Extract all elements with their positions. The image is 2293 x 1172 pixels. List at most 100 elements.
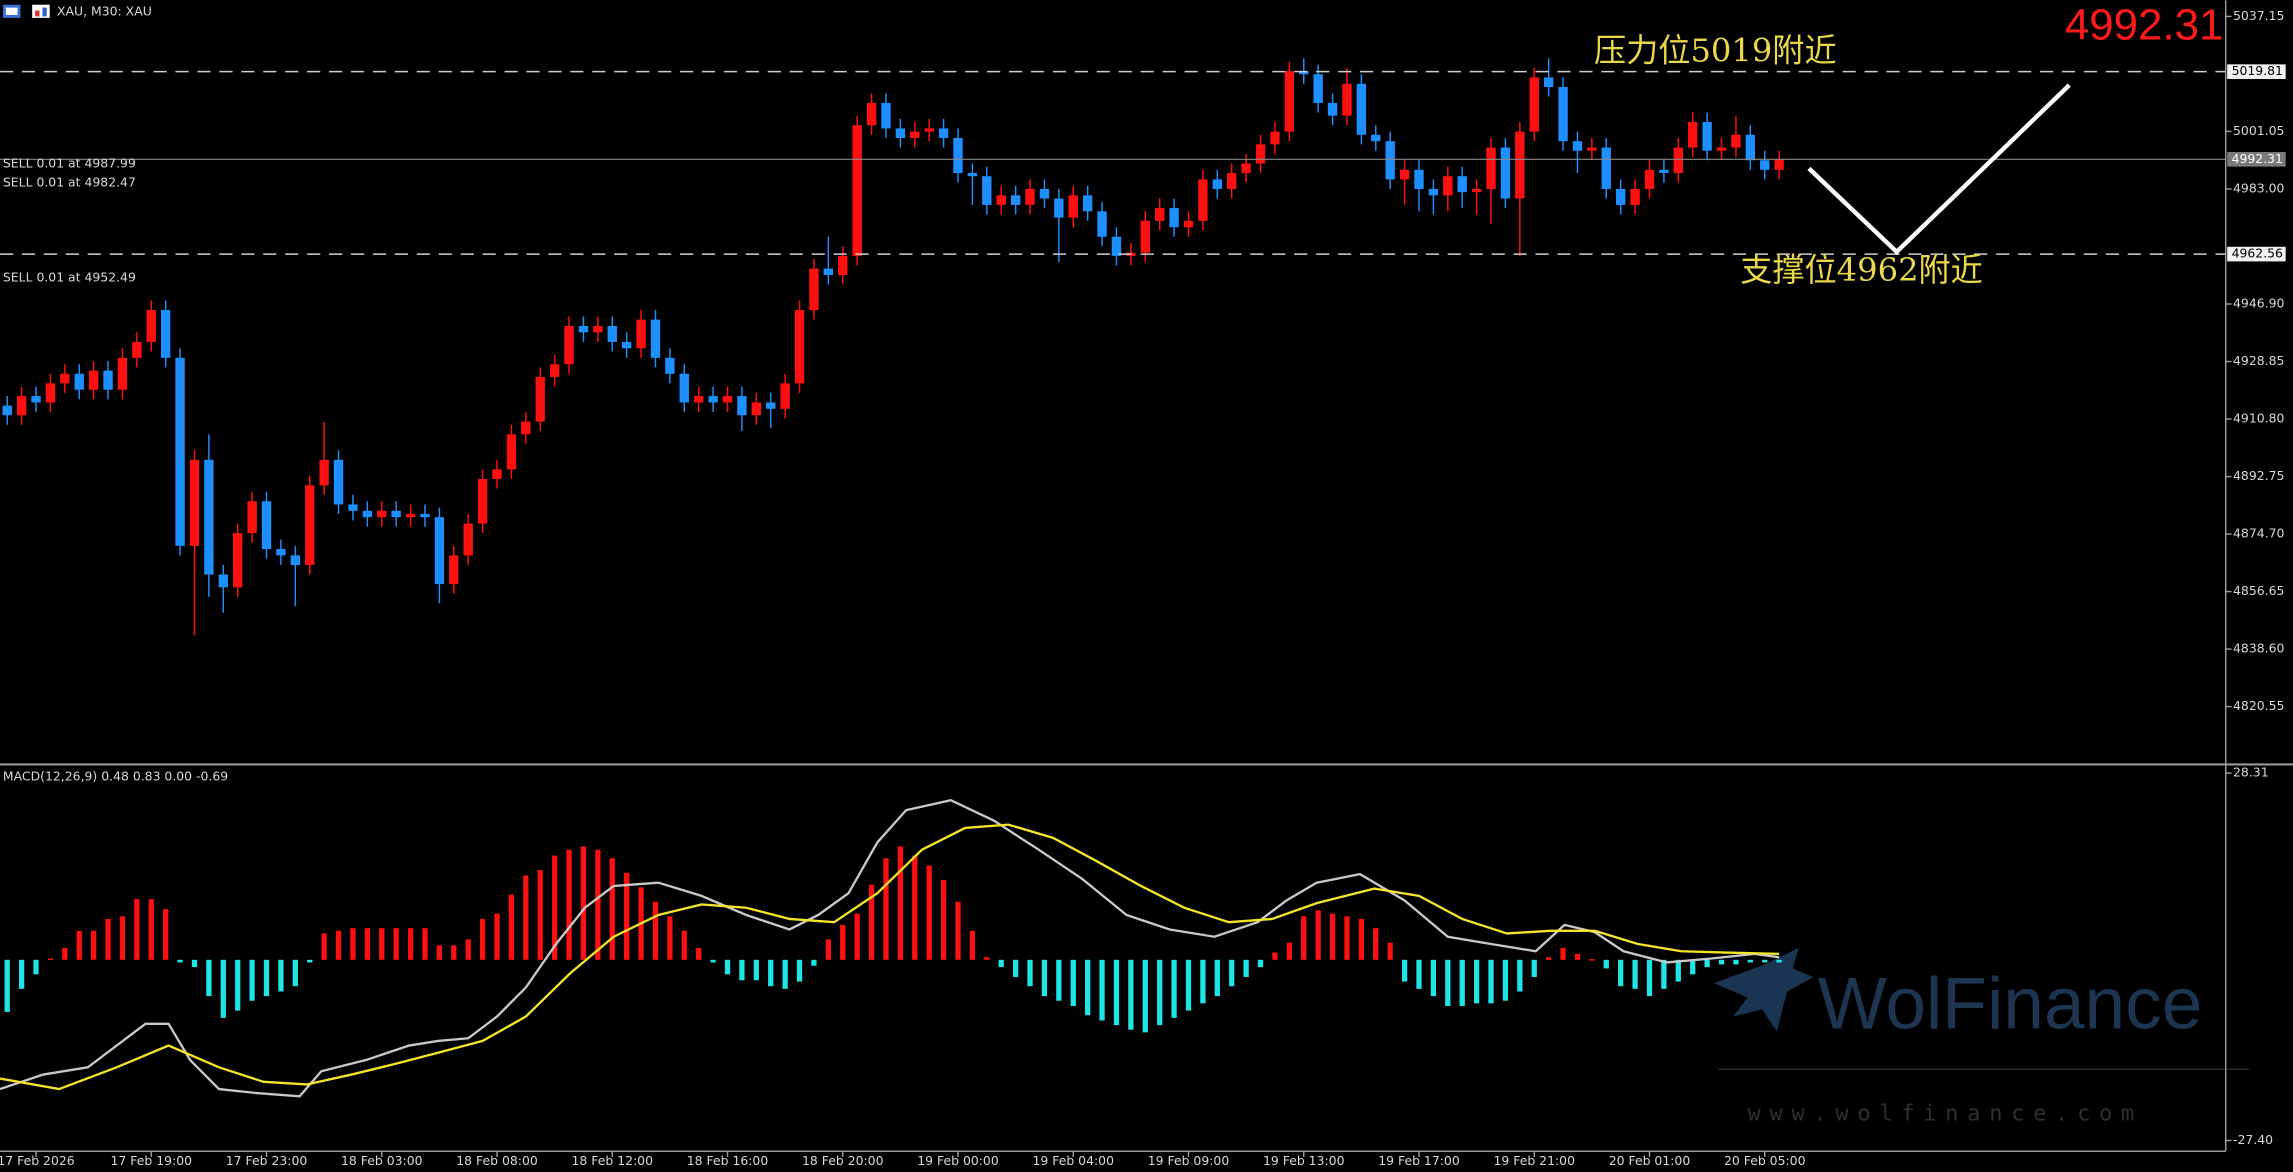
macd-bar xyxy=(1733,959,1739,965)
candle-body xyxy=(636,319,646,349)
candle-body xyxy=(74,373,84,390)
x-tick-label: 19 Feb 17:00 xyxy=(1378,1153,1460,1168)
candle-body xyxy=(1443,176,1453,196)
macd-bar xyxy=(1401,959,1408,982)
macd-bar xyxy=(1445,959,1451,1006)
x-tick-label: 19 Feb 04:00 xyxy=(1032,1153,1114,1168)
x-tick-label: 18 Feb 16:00 xyxy=(687,1153,769,1168)
x-tick-label: 20 Feb 01:00 xyxy=(1609,1153,1691,1168)
candle-body xyxy=(1183,220,1194,228)
macd-bar xyxy=(177,959,183,963)
macd-bar xyxy=(1272,952,1278,960)
macd-bar xyxy=(235,959,241,1011)
macd-bar xyxy=(566,849,572,960)
macd-bar xyxy=(825,939,831,960)
macd-bar xyxy=(1387,942,1393,960)
candle-body xyxy=(88,370,99,390)
y-tick-label: 4910.80 xyxy=(2233,411,2284,426)
candle-body xyxy=(809,268,819,311)
macd-bar xyxy=(494,913,500,960)
candle-body xyxy=(362,510,373,518)
icon xyxy=(32,4,50,18)
candle-body xyxy=(1270,131,1280,145)
order-label: SELL 0.01 at 4982.47 xyxy=(3,175,136,190)
candle-body xyxy=(607,325,617,342)
candle-body xyxy=(938,128,949,138)
candle-body xyxy=(1054,198,1064,218)
macd-bar xyxy=(710,959,716,963)
macd-bar xyxy=(940,880,947,960)
macd-bar xyxy=(753,959,759,981)
candle-body xyxy=(2,405,12,416)
macd-bar xyxy=(969,930,976,960)
macd-bar xyxy=(465,939,471,960)
macd-bar xyxy=(1646,959,1653,997)
candle-body xyxy=(45,383,56,403)
macd-bar xyxy=(1344,916,1350,960)
candle-body xyxy=(189,459,200,546)
macd-bar xyxy=(1358,918,1365,960)
y-tick-label: 4838.60 xyxy=(2233,641,2284,656)
macd-bar xyxy=(1157,959,1163,1026)
candle-body xyxy=(1342,83,1352,116)
order-label: SELL 0.01 at 4952.49 xyxy=(3,270,136,285)
macd-bar xyxy=(1718,959,1725,965)
candle-body xyxy=(1688,122,1698,148)
y-tick-label: 4892.75 xyxy=(2233,468,2284,483)
macd-bar xyxy=(1214,959,1220,997)
candle-body xyxy=(1587,147,1597,151)
macd-bar xyxy=(508,894,515,960)
macd-bar xyxy=(652,901,659,960)
candle-body xyxy=(866,102,877,126)
candle-body xyxy=(405,513,416,518)
candle-body xyxy=(117,357,128,390)
x-tick-label: 18 Feb 08:00 xyxy=(456,1153,538,1168)
candle-body xyxy=(521,421,531,435)
candle-body xyxy=(780,383,790,409)
macd-bar xyxy=(955,901,961,960)
candle-body xyxy=(1313,74,1323,103)
candle-body xyxy=(492,469,502,479)
macd-bar xyxy=(1603,959,1609,969)
x-tick-label: 17 Feb 2026 xyxy=(0,1153,75,1168)
candle-body xyxy=(593,325,603,333)
macd-bar xyxy=(1012,959,1019,977)
macd-bar xyxy=(292,959,298,987)
macd-bar xyxy=(868,884,875,960)
candle-body xyxy=(1198,179,1208,221)
macd-bar xyxy=(883,858,889,960)
macd-bar xyxy=(191,959,198,968)
candle-body xyxy=(160,310,171,358)
macd-bar xyxy=(1301,916,1307,960)
macd-bar xyxy=(1618,959,1624,987)
candle-body xyxy=(1529,77,1539,132)
candle-body xyxy=(1731,134,1741,148)
candle-body xyxy=(1097,211,1107,237)
macd-bar xyxy=(1430,959,1437,997)
candle-body xyxy=(794,310,805,384)
macd-bar xyxy=(984,957,990,960)
candle-body xyxy=(708,396,718,403)
candle-body xyxy=(434,517,445,585)
macd-bar xyxy=(364,928,370,960)
macd-bar xyxy=(624,872,630,960)
macd-bar xyxy=(696,947,702,960)
candle-body xyxy=(132,341,142,358)
candle-body xyxy=(377,510,387,518)
macd-bar xyxy=(595,849,601,960)
candle-body xyxy=(1644,169,1655,189)
macd-bar xyxy=(840,924,846,960)
macd-bar xyxy=(350,928,356,960)
macd-bar xyxy=(1027,959,1033,987)
macd-bar xyxy=(1041,959,1048,997)
candle-body xyxy=(1371,134,1381,142)
macd-bar xyxy=(1099,959,1105,1021)
candle-body xyxy=(1745,134,1756,161)
macd-bar xyxy=(1747,959,1753,963)
macd-bar xyxy=(1517,959,1523,992)
macd-bar xyxy=(307,959,313,963)
y-tick-label: 4856.65 xyxy=(2233,583,2284,598)
candle-body xyxy=(103,370,113,390)
macd-bar xyxy=(148,899,154,960)
